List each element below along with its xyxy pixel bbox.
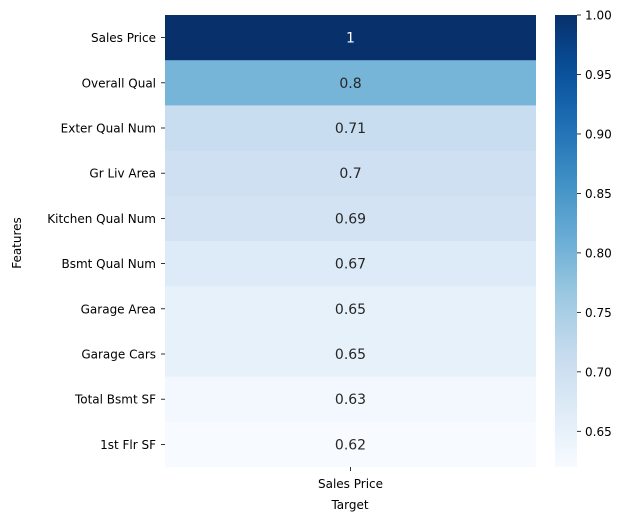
cell-value-label: 0.7 bbox=[339, 166, 361, 182]
heatmap-cell bbox=[165, 376, 536, 423]
cell-value-label: 0.62 bbox=[335, 437, 366, 453]
heatmap-cell bbox=[165, 286, 536, 332]
heatmap-cell bbox=[165, 331, 536, 378]
y-tick-label: Garage Cars bbox=[81, 348, 156, 362]
colorbar: 0.65 0.70 0.75 0.80 0.85 0.90 0.95 1.00 bbox=[555, 9, 612, 467]
y-tick-label: Gr Liv Area bbox=[89, 167, 156, 181]
cell-value-label: 0.71 bbox=[335, 121, 366, 137]
heatmap-cell bbox=[165, 150, 536, 197]
cell-value-label: 0.67 bbox=[335, 257, 366, 273]
cell-value-label: 0.65 bbox=[335, 347, 366, 363]
colorbar-tick-label: 1.00 bbox=[585, 9, 612, 23]
y-tick-label: Sales Price bbox=[91, 31, 156, 45]
y-tick-label: Exter Qual Num bbox=[61, 122, 156, 136]
cell-value-label: 0.63 bbox=[335, 392, 366, 408]
cell-value-label: 0.69 bbox=[335, 211, 366, 227]
y-tick-label: Garage Area bbox=[81, 302, 156, 316]
colorbar-tick-label: 0.95 bbox=[585, 68, 612, 82]
cell-value-label: 0.8 bbox=[339, 76, 361, 92]
heatmap-cell bbox=[165, 421, 536, 468]
colorbar-tick-label: 0.65 bbox=[585, 425, 612, 439]
heatmap-cell bbox=[165, 195, 536, 242]
colorbar-tick-label: 0.85 bbox=[585, 187, 612, 201]
colorbar-tick-label: 0.80 bbox=[585, 246, 612, 260]
colorbar-tick-label: 0.90 bbox=[585, 127, 612, 141]
x-axis-title: Target bbox=[330, 498, 368, 512]
heatmap-cells bbox=[165, 15, 536, 468]
y-tick-label: 1st Flr SF bbox=[100, 438, 156, 452]
cell-value-label: 1 bbox=[346, 31, 355, 47]
y-axis: Sales Price Overall Qual Exter Qual Num Gr … bbox=[47, 31, 165, 452]
colorbar-tick-label: 0.75 bbox=[585, 306, 612, 320]
heatmap-cell bbox=[165, 105, 536, 152]
y-tick-label: Overall Qual bbox=[82, 76, 156, 90]
y-tick-label: Kitchen Qual Num bbox=[47, 212, 156, 226]
y-axis-title: Features bbox=[10, 217, 24, 269]
heatmap-cell bbox=[165, 241, 536, 287]
y-tick-label: Bsmt Qual Num bbox=[61, 257, 156, 271]
heatmap-cell bbox=[165, 60, 536, 106]
colorbar-tick-label: 0.70 bbox=[585, 365, 612, 379]
colorbar-gradient bbox=[555, 15, 577, 467]
y-tick-label: Total Bsmt SF bbox=[74, 393, 156, 407]
x-axis: Sales Price bbox=[318, 467, 383, 491]
heatmap-cell bbox=[165, 15, 536, 61]
heatmap-cell-labels: 1 0.8 0.71 0.7 0.69 0.67 0.65 0.65 0.63 0.62 bbox=[335, 31, 366, 454]
cell-value-label: 0.65 bbox=[335, 302, 366, 318]
x-tick-label: Sales Price bbox=[318, 477, 383, 491]
